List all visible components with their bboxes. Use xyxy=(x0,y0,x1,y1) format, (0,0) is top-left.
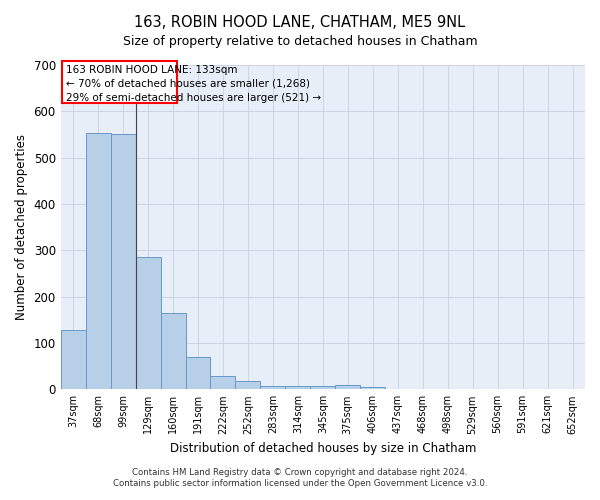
Bar xyxy=(185,357,211,390)
Text: Contains HM Land Registry data © Crown copyright and database right 2024.
Contai: Contains HM Land Registry data © Crown c… xyxy=(113,468,487,487)
Text: 163 ROBIN HOOD LANE: 133sqm
← 70% of detached houses are smaller (1,268)
29% of : 163 ROBIN HOOD LANE: 133sqm ← 70% of det… xyxy=(65,65,321,103)
Bar xyxy=(211,376,235,390)
Bar xyxy=(360,388,385,390)
Bar xyxy=(335,384,360,390)
Bar xyxy=(161,314,185,390)
Text: Size of property relative to detached houses in Chatham: Size of property relative to detached ho… xyxy=(122,35,478,48)
Bar xyxy=(136,257,161,390)
Text: 163, ROBIN HOOD LANE, CHATHAM, ME5 9NL: 163, ROBIN HOOD LANE, CHATHAM, ME5 9NL xyxy=(134,15,466,30)
Bar xyxy=(61,330,86,390)
X-axis label: Distribution of detached houses by size in Chatham: Distribution of detached houses by size … xyxy=(170,442,476,455)
FancyBboxPatch shape xyxy=(62,62,177,103)
Bar xyxy=(110,134,136,390)
Bar xyxy=(86,132,110,390)
Bar xyxy=(235,381,260,390)
Bar xyxy=(286,386,310,390)
Y-axis label: Number of detached properties: Number of detached properties xyxy=(15,134,28,320)
Bar xyxy=(260,386,286,390)
Bar xyxy=(310,386,335,390)
